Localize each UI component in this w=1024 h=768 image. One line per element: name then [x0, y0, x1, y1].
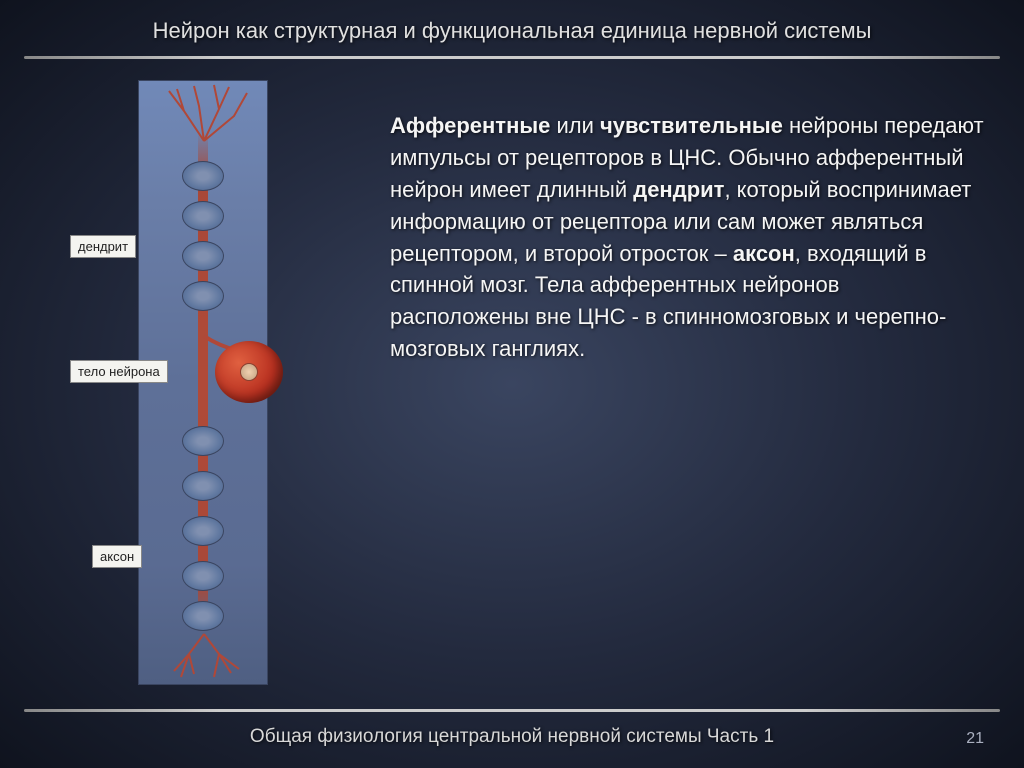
paragraph: Афферентные или чувствительные нейроны п…	[390, 110, 984, 365]
myelin-node	[182, 601, 224, 631]
slide-title: Нейрон как структурная и функциональная …	[0, 18, 1024, 44]
term-afferent: Афферентные	[390, 113, 550, 138]
myelin-node	[182, 471, 224, 501]
label-soma: тело нейрона	[70, 360, 168, 383]
label-axon: аксон	[92, 545, 142, 568]
term-dendrite: дендрит	[633, 177, 724, 202]
label-dendrite: дендрит	[70, 235, 136, 258]
neuron-diagram: дендрит тело нейрона аксон	[70, 80, 330, 685]
term-sensory: чувствительные	[600, 113, 783, 138]
page-number: 21	[966, 730, 984, 748]
myelin-node	[182, 426, 224, 456]
myelin-node	[182, 281, 224, 311]
myelin-node	[182, 201, 224, 231]
myelin-node	[182, 561, 224, 591]
footer-text: Общая физиология центральной нервной сис…	[0, 726, 1024, 748]
myelin-node	[182, 516, 224, 546]
neuron-soma	[215, 341, 283, 403]
soma-nucleus	[240, 363, 258, 381]
axon-terminals	[139, 629, 269, 684]
divider-top	[24, 56, 1000, 59]
divider-bottom	[24, 709, 1000, 712]
term-axon: аксон	[733, 241, 795, 266]
myelin-node	[182, 241, 224, 271]
myelin-node	[182, 161, 224, 191]
body-text: Афферентные или чувствительные нейроны п…	[390, 110, 984, 365]
